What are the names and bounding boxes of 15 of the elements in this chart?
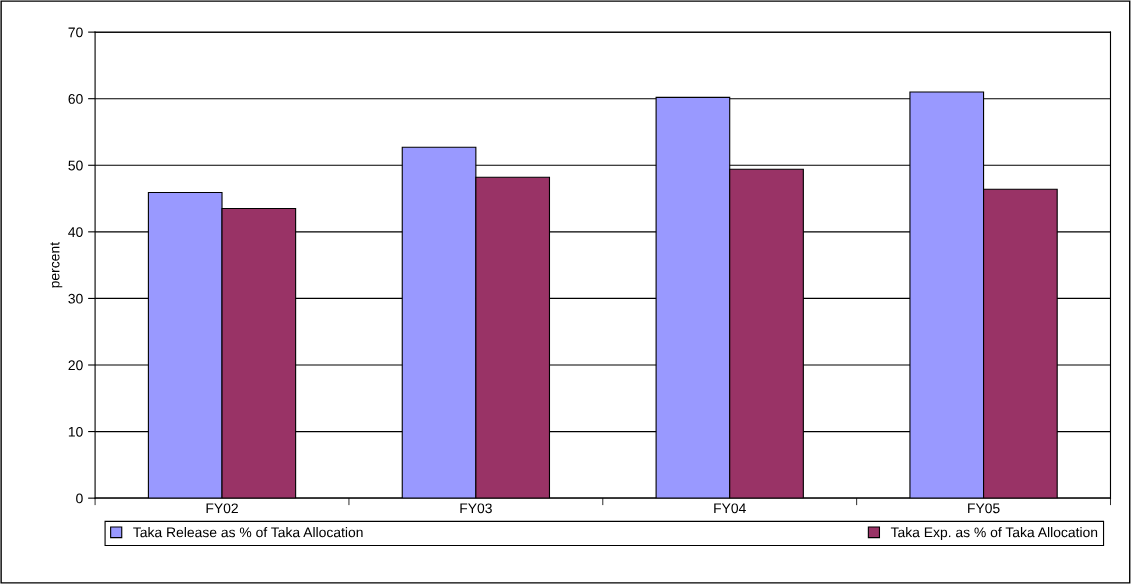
- y-tick-label: 30: [68, 293, 83, 304]
- x-tick-label: FY02: [206, 503, 238, 514]
- legend-label: Taka Exp. as % of Taka Allocation: [890, 527, 1098, 540]
- y-tick-label: 20: [68, 360, 83, 371]
- y-tick-label: 40: [68, 227, 83, 238]
- y-axis-title: percent: [50, 242, 63, 288]
- x-tick-label: FY03: [460, 503, 492, 514]
- x-tick-label: FY05: [968, 503, 1000, 514]
- y-tick-label: 10: [68, 426, 83, 437]
- y-tick-label: 0: [76, 493, 83, 504]
- legend-label: Taka Release as % of Taka Allocation: [133, 527, 363, 538]
- y-tick-label: 70: [68, 27, 83, 38]
- x-tick-label: FY04: [714, 503, 746, 514]
- y-tick-label: 50: [68, 160, 83, 171]
- y-tick-label: 60: [68, 94, 83, 104]
